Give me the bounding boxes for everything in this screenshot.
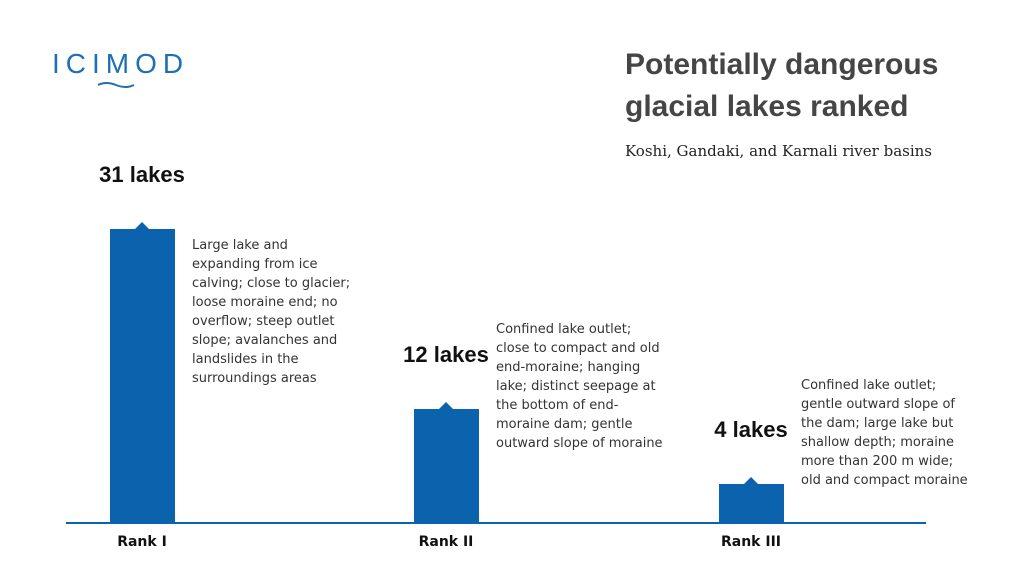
baseline xyxy=(66,522,926,524)
x-tick-label: Rank III xyxy=(720,534,781,550)
bar-notch xyxy=(439,401,453,409)
logo: ICIMOD xyxy=(52,48,190,79)
value-label: 31 lakes xyxy=(99,162,185,187)
chart-subtitle: Koshi, Gandaki, and Karnali river basins xyxy=(625,142,932,160)
bar xyxy=(413,408,479,522)
chart-title: Potentially dangerous glacial lakes rank… xyxy=(625,48,939,123)
annotation: Confined lake outlet; close to compact a… xyxy=(496,322,663,451)
bar xyxy=(718,484,784,522)
bar xyxy=(109,229,175,522)
bar-notch xyxy=(135,222,149,229)
annotation: Confined lake outlet; gentle outward slo… xyxy=(801,378,968,488)
bar-notch xyxy=(744,477,758,485)
value-label: 4 lakes xyxy=(714,417,788,443)
logo-wave xyxy=(97,82,135,88)
value-label: 12 lakes xyxy=(403,341,489,367)
x-tick-label: Rank I xyxy=(117,534,167,550)
x-tick-label: Rank II xyxy=(418,534,474,550)
annotation: Large lake and expanding from ice calvin… xyxy=(192,238,351,386)
